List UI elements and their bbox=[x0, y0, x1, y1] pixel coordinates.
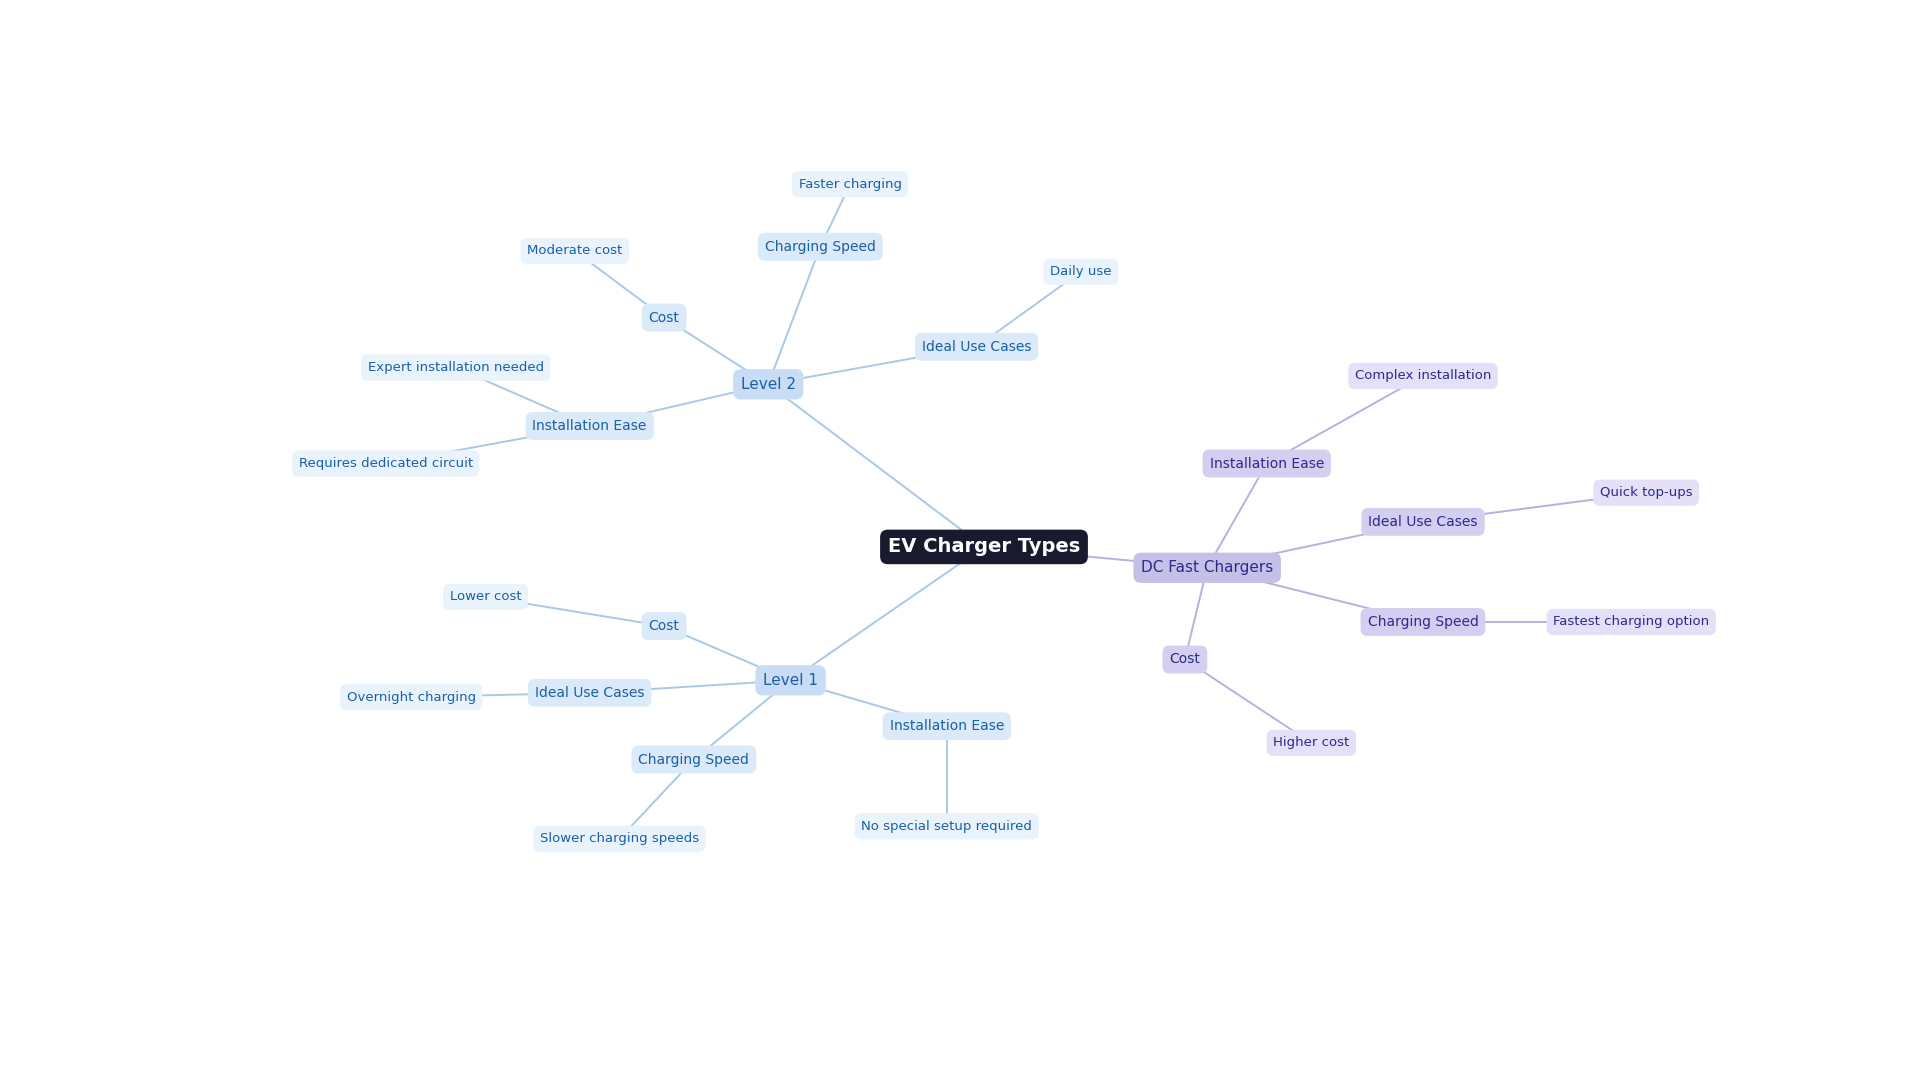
Text: Expert installation needed: Expert installation needed bbox=[369, 361, 543, 374]
Text: Faster charging: Faster charging bbox=[799, 178, 902, 191]
Text: Charging Speed: Charging Speed bbox=[764, 239, 876, 253]
Text: Lower cost: Lower cost bbox=[449, 590, 522, 603]
Text: Moderate cost: Moderate cost bbox=[528, 245, 622, 258]
Text: Charging Speed: Charging Speed bbox=[1367, 615, 1478, 629]
Text: Slower charging speeds: Slower charging speeds bbox=[540, 832, 699, 846]
Text: Cost: Cost bbox=[649, 619, 680, 634]
Text: Ideal Use Cases: Ideal Use Cases bbox=[922, 340, 1031, 354]
Text: Fastest charging option: Fastest charging option bbox=[1553, 615, 1709, 628]
Text: Requires dedicated circuit: Requires dedicated circuit bbox=[300, 457, 472, 470]
Text: Ideal Use Cases: Ideal Use Cases bbox=[536, 686, 645, 700]
Text: EV Charger Types: EV Charger Types bbox=[887, 537, 1081, 557]
Text: Installation Ease: Installation Ease bbox=[532, 419, 647, 433]
Text: Level 1: Level 1 bbox=[762, 673, 818, 688]
Text: Installation Ease: Installation Ease bbox=[889, 719, 1004, 733]
Text: DC Fast Chargers: DC Fast Chargers bbox=[1140, 560, 1273, 575]
Text: No special setup required: No special setup required bbox=[862, 820, 1033, 833]
Text: Cost: Cost bbox=[1169, 652, 1200, 666]
Text: Charging Speed: Charging Speed bbox=[639, 753, 749, 767]
Text: Daily use: Daily use bbox=[1050, 265, 1112, 278]
Text: Quick top-ups: Quick top-ups bbox=[1599, 486, 1692, 499]
Text: Cost: Cost bbox=[649, 311, 680, 325]
Text: Ideal Use Cases: Ideal Use Cases bbox=[1369, 514, 1478, 529]
Text: Overnight charging: Overnight charging bbox=[346, 691, 476, 704]
Text: Complex installation: Complex installation bbox=[1356, 369, 1492, 382]
Text: Higher cost: Higher cost bbox=[1273, 736, 1350, 749]
Text: Installation Ease: Installation Ease bbox=[1210, 457, 1325, 470]
Text: Level 2: Level 2 bbox=[741, 377, 795, 392]
